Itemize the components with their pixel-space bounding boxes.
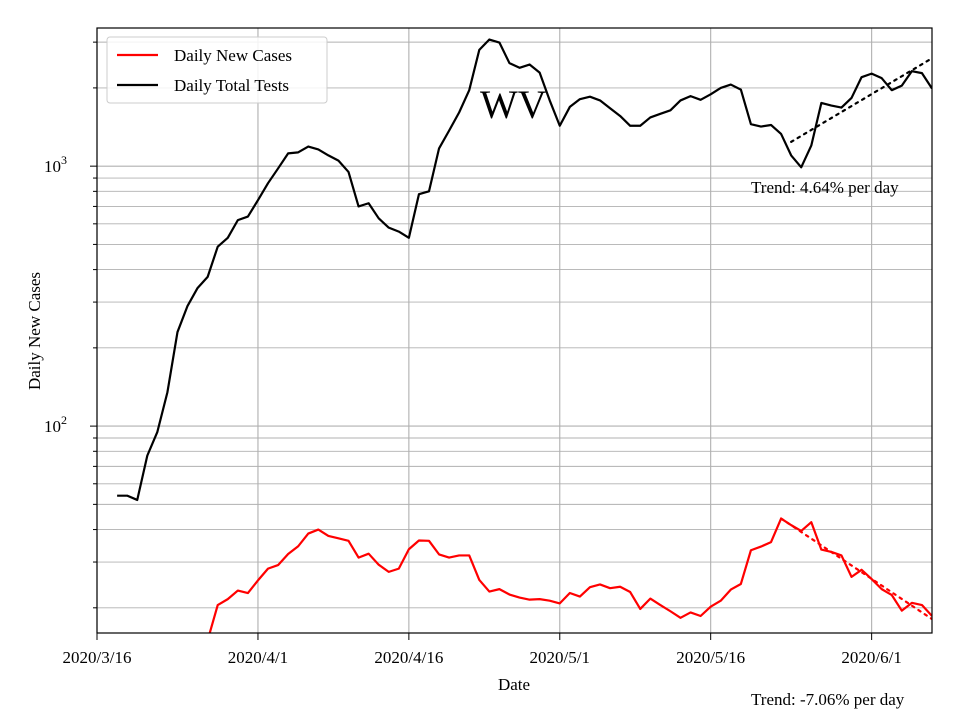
- series-line-daily-new-cases: [208, 517, 932, 633]
- x-axis-label: Date: [498, 675, 530, 694]
- y-axis-label: Daily New Cases: [25, 272, 44, 390]
- legend: Daily New Cases Daily Total Tests: [106, 36, 328, 104]
- legend-entry: Daily New Cases: [174, 46, 292, 65]
- trend-label-daily-total-tests: Trend: 4.64% per day: [751, 178, 899, 197]
- trend-line-daily-new-cases: [779, 517, 932, 621]
- x-tick-label: 2020/3/16: [63, 648, 132, 667]
- legend-box: [106, 36, 328, 104]
- axis-ticks: 2020/3/16 2020/4/1 2020/4/16 2020/5/1 2020/5…: [44, 41, 902, 667]
- trend-label-daily-new-cases: Trend: -7.06% per day: [751, 690, 905, 709]
- grid: [96, 28, 932, 633]
- x-tick-label: 2020/4/16: [374, 648, 443, 667]
- trend-line-daily-total-tests: [790, 57, 932, 143]
- x-tick-label: 2020/5/1: [530, 648, 590, 667]
- trend-labels: Trend: -7.06% per day Trend: 4.64% per da…: [751, 178, 905, 709]
- y-tick-exponent: 2: [61, 413, 67, 427]
- x-tick-label: 2020/6/1: [841, 648, 901, 667]
- plot-frame: [96, 27, 933, 634]
- y-tick-label: 102: [44, 413, 67, 436]
- y-tick-label: 103: [44, 153, 67, 176]
- series-layer: [117, 38, 932, 633]
- y-tick-base: 10: [44, 157, 61, 176]
- y-tick-exponent: 3: [61, 153, 67, 167]
- series-line-daily-total-tests: [117, 38, 932, 502]
- legend-entry: Daily Total Tests: [174, 76, 289, 95]
- y-tick-base: 10: [44, 417, 61, 436]
- x-tick-label: 2020/4/1: [228, 648, 288, 667]
- state-annotation: WV: [480, 82, 547, 127]
- x-tick-label: 2020/5/16: [676, 648, 745, 667]
